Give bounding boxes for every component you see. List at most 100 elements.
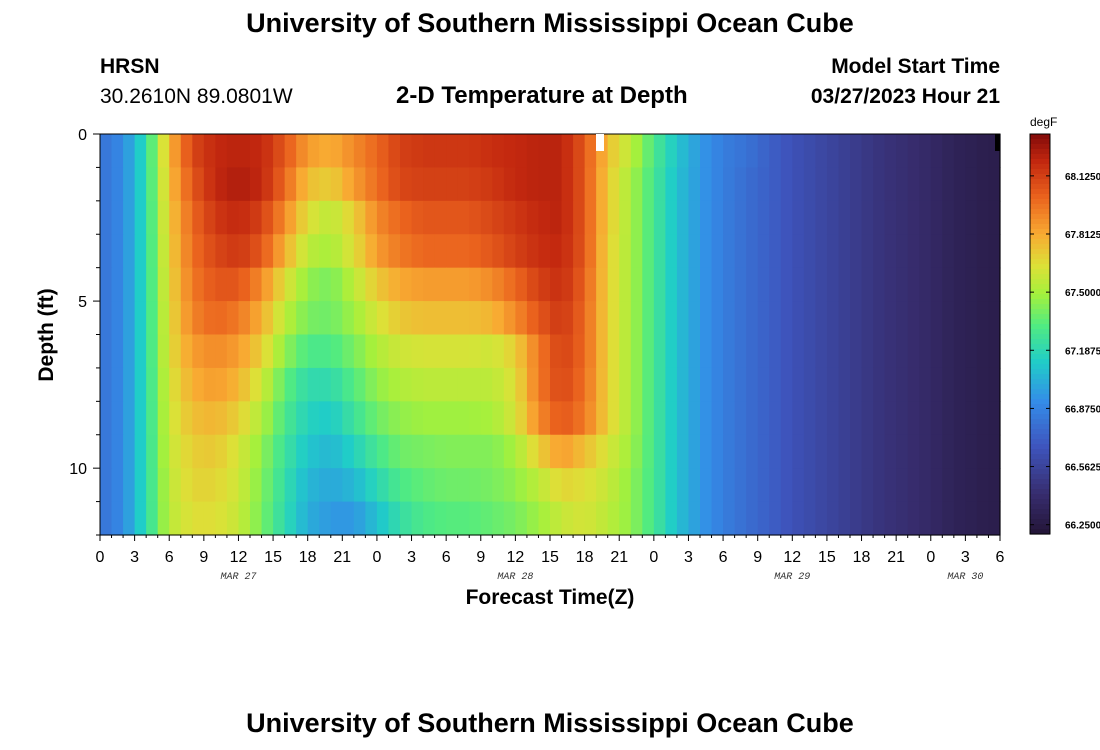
heatmap-cell [319, 468, 332, 503]
heatmap-cell [469, 468, 482, 503]
heatmap-cell [180, 501, 193, 536]
heatmap-cell [826, 301, 840, 336]
heatmap-cell [850, 367, 863, 402]
heatmap-cell [896, 301, 909, 336]
heatmap-cell [238, 468, 251, 503]
heatmap-cell [296, 501, 309, 536]
heatmap-cell [884, 200, 897, 235]
heatmap-cell [573, 434, 586, 469]
heatmap-cell [238, 267, 251, 302]
x-tick-label: 18 [576, 549, 594, 566]
x-tick-label: 0 [926, 549, 935, 566]
heatmap-cell [653, 301, 666, 336]
heatmap-cell [850, 234, 863, 269]
heatmap-cell [873, 167, 886, 202]
heatmap-cell [400, 167, 413, 202]
heatmap-cell [965, 468, 978, 503]
colorbar-gradient [1030, 134, 1050, 535]
colorbar-swatch [1030, 524, 1050, 530]
heatmap-cell [976, 334, 990, 369]
heatmap-cell [180, 267, 193, 302]
colorbar-swatch [1030, 164, 1050, 170]
heatmap-cell [353, 267, 366, 302]
heatmap-cell [642, 200, 655, 235]
colorbar-swatch [1030, 374, 1050, 380]
heatmap-cell [642, 367, 655, 402]
heatmap-cell [226, 367, 240, 402]
heatmap-cell [203, 367, 216, 402]
heatmap-cell [203, 234, 216, 269]
heatmap-cell [665, 401, 678, 436]
heatmap-cell [607, 134, 620, 169]
heatmap-cell [861, 234, 874, 269]
heatmap-cell [538, 501, 551, 536]
heatmap-cell [723, 401, 736, 436]
heatmap-cell [538, 468, 551, 503]
heatmap-cell [480, 468, 493, 503]
heatmap-cell [480, 234, 493, 269]
colorbar-swatch [1030, 224, 1050, 230]
heatmap-cell [607, 301, 620, 336]
heatmap-cell [653, 367, 666, 402]
heatmap-cell [100, 167, 113, 202]
heatmap-cell [284, 267, 297, 302]
heatmap-cell [688, 434, 701, 469]
heatmap-cell [100, 134, 113, 169]
heatmap-cell [307, 301, 320, 336]
heatmap-cell [480, 434, 493, 469]
heatmap-cell [642, 501, 655, 536]
colorbar-swatch [1030, 144, 1050, 150]
heatmap-cell [838, 401, 851, 436]
heatmap-cell [538, 401, 551, 436]
heatmap-cell [365, 301, 378, 336]
heatmap-cell [226, 200, 240, 235]
heatmap-cell [607, 401, 620, 436]
heatmap-cell [284, 167, 297, 202]
heatmap-cell [746, 434, 759, 469]
heatmap-cell [457, 167, 470, 202]
heatmap-cell [180, 134, 193, 169]
heatmap-cell [180, 234, 193, 269]
heatmap-cell [400, 134, 413, 169]
heatmap-cell [192, 367, 205, 402]
heatmap-cell [873, 267, 886, 302]
heatmap-cell [238, 167, 251, 202]
colorbar-swatch [1030, 249, 1050, 255]
heatmap-cell [907, 468, 920, 503]
heatmap-cell [838, 501, 851, 536]
heatmap-cell [965, 334, 978, 369]
heatmap-cell [803, 434, 816, 469]
heatmap-cell [734, 301, 747, 336]
x-tick-label: 15 [541, 549, 559, 566]
heatmap-cell [873, 401, 886, 436]
heatmap-cell [123, 200, 136, 235]
heatmap-cell [446, 401, 459, 436]
heatmap-cell [803, 367, 816, 402]
heatmap-cell [296, 334, 309, 369]
heatmap-cell [734, 234, 747, 269]
heatmap-cell [238, 200, 251, 235]
heatmap-cell [492, 134, 505, 169]
colorbar-swatch [1030, 444, 1050, 450]
heatmap-cell [526, 367, 540, 402]
heatmap-cell [376, 468, 390, 503]
heatmap-cell [780, 468, 793, 503]
heatmap-cell [584, 167, 597, 202]
heatmap-cell [792, 468, 805, 503]
heatmap-cell [250, 267, 263, 302]
heatmap-cell [365, 267, 378, 302]
heatmap-cell [330, 167, 343, 202]
heatmap-cell [261, 367, 274, 402]
heatmap-cell [250, 334, 263, 369]
heatmap-cell [965, 267, 978, 302]
heatmap-cell [988, 234, 1001, 269]
heatmap-cell [353, 468, 366, 503]
heatmap-cell [723, 134, 736, 169]
heatmap-cell [480, 267, 493, 302]
heatmap-cell [134, 401, 147, 436]
heatmap-cell [261, 134, 274, 169]
heatmap-cell [953, 301, 966, 336]
heatmap-cell [538, 367, 551, 402]
heatmap-cell [884, 301, 897, 336]
heatmap-cell [896, 200, 909, 235]
